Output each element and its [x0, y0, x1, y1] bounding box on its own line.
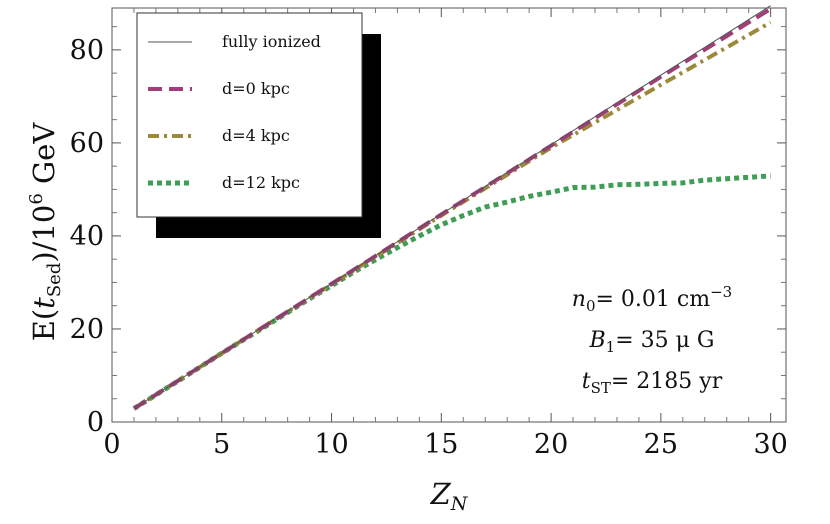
parameter-annotation: n0= 0.01 cm−3 — [572, 283, 732, 315]
x-tick-label: 15 — [424, 429, 458, 460]
y-tick-label: 40 — [70, 221, 104, 252]
axis-ticks: 0 5 10 15 20 25 30 0 20 40 60 80 — [70, 8, 788, 460]
series-line-fully-ionized — [133, 5, 771, 409]
y-tick-label: 0 — [87, 407, 104, 438]
legend: fully ionized d=0 kpc d=4 kpc d=12 kpc — [136, 12, 381, 238]
legend-label: d=0 kpc — [222, 79, 290, 98]
plot-frame — [111, 7, 787, 423]
y-tick-label: 20 — [70, 314, 104, 345]
y-tick-label: 80 — [70, 35, 104, 66]
parameter-annotation: tST= 2185 yr — [582, 369, 723, 397]
legend-label: d=4 kpc — [222, 126, 290, 145]
legend-box — [136, 12, 363, 218]
x-tick-label: 10 — [314, 429, 348, 460]
x-tick-label: 20 — [534, 429, 568, 460]
x-axis-title: ZN — [430, 477, 469, 515]
y-axis-title: E(tSed)/106 GeV — [26, 122, 65, 342]
parameter-annotation: B1= 35 μ G — [589, 328, 715, 356]
legend-label: d=12 kpc — [222, 173, 300, 192]
x-tick-label: 0 — [103, 429, 120, 460]
parameter-annotations: n0= 0.01 cm−3 B1= 35 μ G tST= 2185 yr — [572, 283, 732, 397]
x-tick-label: 30 — [753, 429, 787, 460]
series-layer — [132, 5, 772, 411]
legend-items: fully ionized d=0 kpc d=4 kpc d=12 kpc — [148, 32, 321, 192]
x-tick-label: 25 — [644, 429, 678, 460]
legend-label: fully ionized — [222, 32, 321, 51]
y-tick-label: 60 — [70, 128, 104, 159]
x-tick-label: 5 — [213, 429, 230, 460]
